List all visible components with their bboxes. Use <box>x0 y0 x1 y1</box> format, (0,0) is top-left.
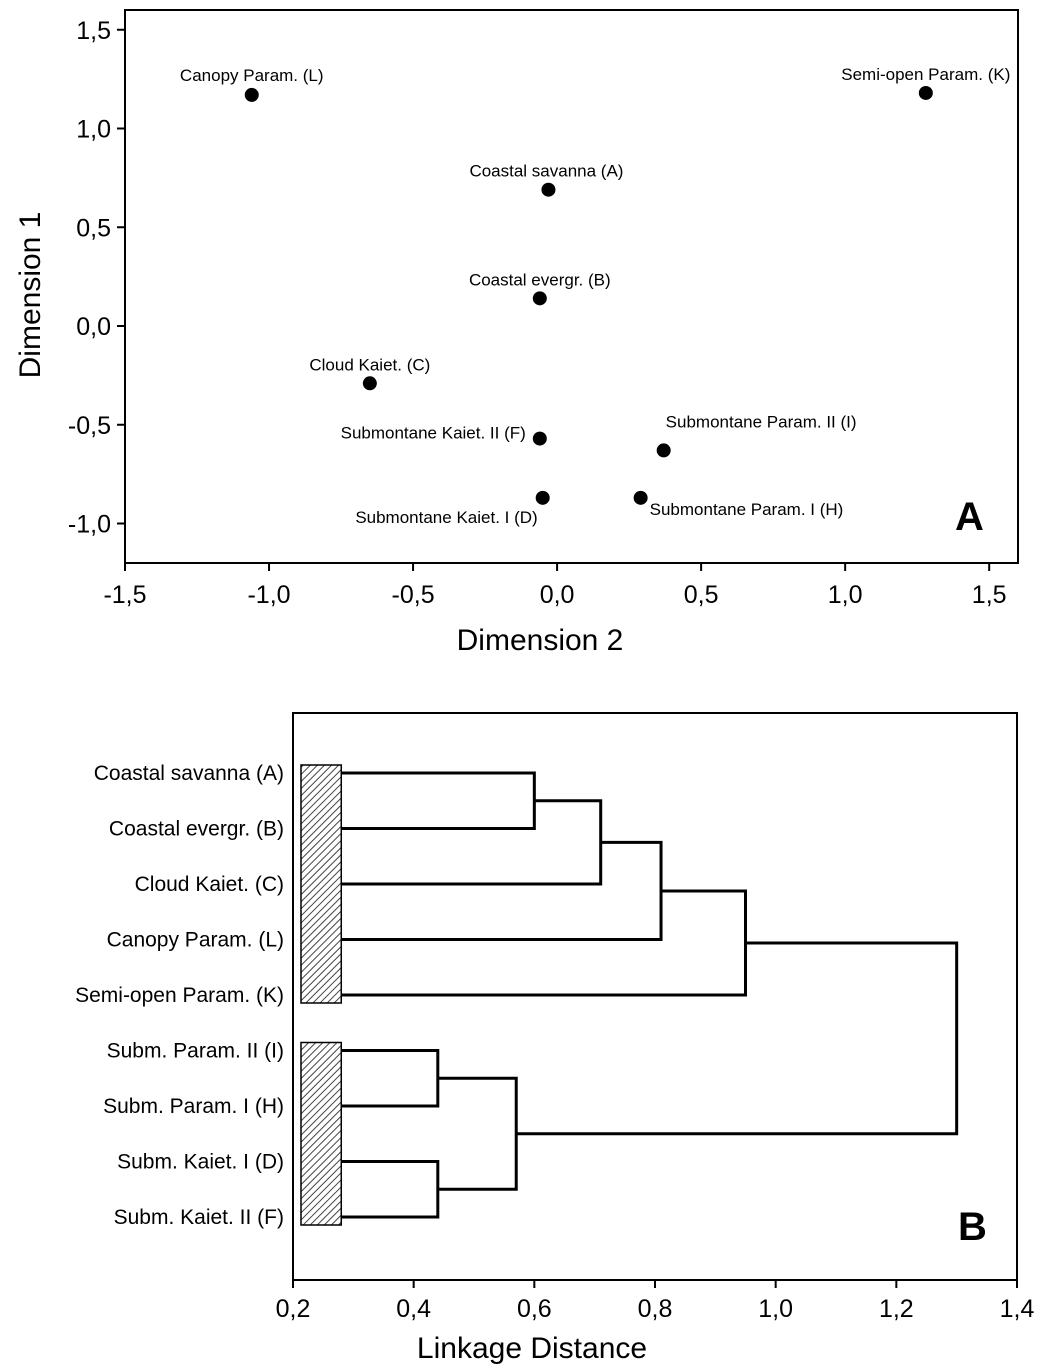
point-label: Cloud Kaiet. (C) <box>309 355 430 374</box>
dendrogram-link <box>341 889 747 997</box>
dendrogram-x-axis: 0,2 0,4 0,6 0,8 1,0 1,2 1,4 <box>276 1280 1035 1323</box>
x-tick-label: 1,0 <box>828 581 863 609</box>
scatter-point <box>532 291 547 306</box>
leaf-label: Semi-open Param. (K) <box>75 984 284 1007</box>
x-tick-label: 1,5 <box>972 581 1007 609</box>
leaf-label: Coastal savanna (A) <box>94 762 284 785</box>
point-label: Canopy Param. (L) <box>180 66 324 85</box>
point-label: Submontane Kaiet. II (F) <box>341 424 526 443</box>
scatter-point <box>532 431 547 446</box>
y-tick-label: -1,0 <box>68 511 111 539</box>
dendrogram-x-axis-title: Linkage Distance <box>417 1332 647 1365</box>
cluster-group-box <box>300 1041 343 1226</box>
x-tick-label: 0,5 <box>684 581 719 609</box>
leaf-label: Subm. Param. I (H) <box>103 1095 284 1118</box>
scatter-plot-frame <box>124 9 1019 564</box>
x-tick-label: 0,0 <box>540 581 575 609</box>
point-label: Coastal evergr. (B) <box>469 270 611 289</box>
x-tick-label: 1,0 <box>758 1295 793 1323</box>
y-tick-label: 1,5 <box>76 17 111 45</box>
scatter-y-axis-title: Dimension 1 <box>14 212 47 379</box>
x-tick-label: -1,5 <box>103 581 146 609</box>
x-tick-label: -1,0 <box>247 581 290 609</box>
x-tick-label: 0,2 <box>276 1295 311 1323</box>
scatter-point <box>656 443 671 458</box>
panel-letter-a: A <box>955 495 984 539</box>
x-tick-label: -0,5 <box>392 581 435 609</box>
point-label: Submontane Param. I (H) <box>650 500 844 519</box>
leaf-label: Subm. Kaiet. I (D) <box>117 1151 284 1174</box>
x-tick-label: 1,2 <box>879 1295 914 1323</box>
x-tick-label: 0,4 <box>396 1295 431 1323</box>
leaf-label: Canopy Param. (L) <box>107 929 284 952</box>
y-tick-label: 1,0 <box>76 116 111 144</box>
dendrogram-link <box>516 941 959 1136</box>
scatter-point <box>918 85 933 100</box>
dendrogram-link <box>341 1160 440 1219</box>
point-label: Semi-open Param. (K) <box>841 65 1010 84</box>
dendrogram-link <box>437 1076 518 1191</box>
dendrogram-panel: Coastal savanna (A) Coastal evergr. (B) Cl… <box>75 712 1035 1365</box>
x-tick-label: 1,4 <box>1000 1295 1035 1323</box>
y-tick-label: 0,0 <box>76 313 111 341</box>
scatter-points: Canopy Param. (L) Semi-open Param. (K) Coa… <box>180 65 1010 527</box>
scatter-point <box>362 376 377 391</box>
scatter-y-axis: -1,0 -0,5 0,0 0,5 1,0 1,5 <box>68 17 125 539</box>
leaf-label: Coastal evergr. (B) <box>109 818 284 841</box>
scatter-panel: -1,5 -1,0 -0,5 0,0 0,5 1,0 1,5 -1,0 -0,5 0,0 0,5 1… <box>14 9 1019 657</box>
leaf-label: Subm. Kaiet. II (F) <box>114 1206 284 1229</box>
y-tick-label: -0,5 <box>68 412 111 440</box>
point-label: Submontane Kaiet. I (D) <box>355 508 537 527</box>
dendrogram-link <box>341 840 663 941</box>
point-label: Submontane Param. II (I) <box>666 412 857 431</box>
leaf-label: Cloud Kaiet. (C) <box>135 873 284 896</box>
dendrogram-link <box>341 771 536 830</box>
x-tick-label: 0,6 <box>517 1295 552 1323</box>
dendrogram-group-boxes <box>300 764 343 1226</box>
dendrogram-links <box>341 771 959 1219</box>
scatter-x-axis-title: Dimension 2 <box>457 624 624 657</box>
scatter-point <box>633 490 648 505</box>
dendrogram-link <box>341 1049 440 1108</box>
point-label: Coastal savanna (A) <box>469 162 623 181</box>
y-tick-label: 0,5 <box>76 214 111 242</box>
panel-letter-b: B <box>958 1205 987 1249</box>
dendrogram-leaf-labels: Coastal savanna (A) Coastal evergr. (B) Cl… <box>75 762 284 1229</box>
scatter-point <box>541 182 556 197</box>
cluster-group-box <box>300 764 343 1004</box>
scatter-x-axis: -1,5 -1,0 -0,5 0,0 0,5 1,0 1,5 <box>103 563 1007 609</box>
scatter-point <box>244 87 259 102</box>
x-tick-label: 0,8 <box>638 1295 673 1323</box>
leaf-label: Subm. Param. II (I) <box>107 1040 284 1063</box>
dendrogram-link <box>341 799 603 886</box>
scatter-point <box>535 490 550 505</box>
